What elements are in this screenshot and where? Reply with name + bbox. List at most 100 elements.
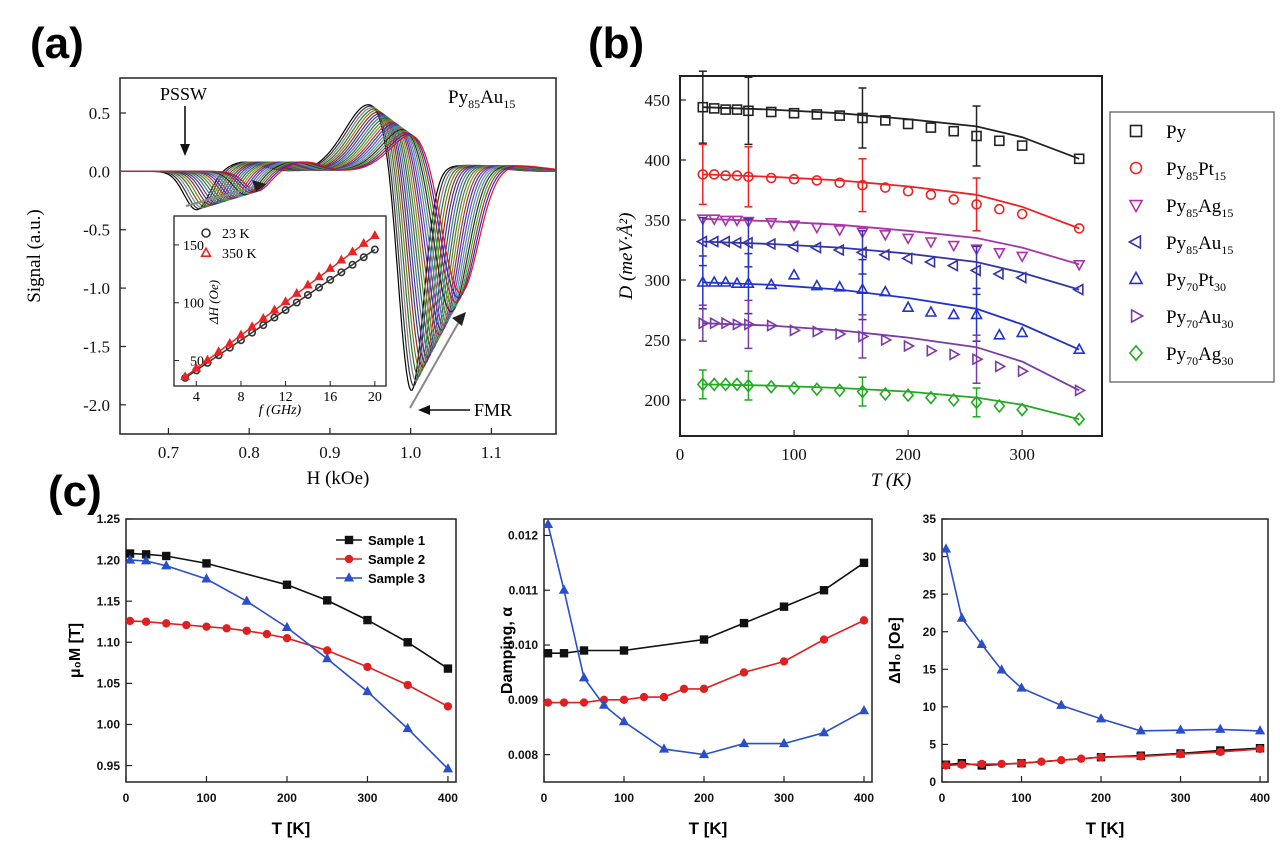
panel-c1-series-line-1: [129, 620, 449, 708]
inset-data-point: [369, 230, 380, 240]
panel-c3-ytick-label: 20: [923, 625, 937, 639]
data-point: [972, 352, 984, 366]
data-point: [811, 175, 823, 186]
panel-c3-data-point: [1095, 713, 1107, 723]
panel-c2-data-point: [699, 684, 709, 694]
panel-c3-data-point: [1176, 749, 1185, 759]
sample-label-a: Py85Au15: [448, 87, 515, 111]
data-point: [949, 348, 961, 361]
sample-label-part: 85: [468, 97, 480, 111]
legend-b-label: Py85Au15: [1166, 233, 1233, 257]
panel-c1-data-point: [402, 722, 413, 733]
pssw-shift-arrowhead: [252, 180, 266, 192]
panel-c1-xtick-label: 300: [357, 791, 377, 805]
legend-b-label: Py70Au30: [1166, 307, 1233, 331]
chart-panel-b: 0 100 200 300 200 250 300 350 400 450 T (K) D (meV·…: [616, 70, 1275, 491]
data-point: [902, 185, 914, 197]
panel-c3-x-axis-label: T [K]: [1086, 819, 1125, 838]
inset-data-point: [370, 245, 379, 254]
inset-data-point: [180, 371, 191, 381]
data-point: [879, 182, 891, 193]
panel-c2-xtick-label: 0: [541, 791, 548, 805]
panel-c3-data-point: [997, 759, 1006, 769]
fit-line-5: [702, 322, 1080, 392]
data-point: [857, 179, 868, 191]
legend-b-label-part: 70: [1186, 317, 1198, 331]
b-xtick-label: 100: [781, 445, 807, 464]
data-point: [970, 307, 983, 320]
legend-b-label-part: 85: [1186, 206, 1198, 220]
inset-data-point: [270, 313, 279, 322]
a-ytick-label: -0.5: [83, 221, 110, 240]
panel-c1-data-point: [202, 559, 211, 568]
chart-panel-c3: 0 100 200 300 400 35 30 25 20 15 10 5 0 T [K] ΔH₀ [Oe]: [887, 512, 1270, 838]
data-point: [924, 305, 938, 317]
data-point: [879, 115, 891, 126]
data-point: [788, 173, 800, 185]
inset-data-point: [291, 287, 302, 297]
panel-c2-data-point: [819, 586, 829, 595]
panel-c1-data-point: [161, 560, 172, 570]
a-ytick-label: -1.0: [83, 279, 110, 298]
legend-c-marker: [344, 554, 354, 564]
data-point: [901, 252, 913, 265]
data-point: [969, 264, 981, 277]
legend-b-label: Py85Pt15: [1166, 159, 1226, 183]
legend-b-label-part: 15: [1221, 206, 1233, 220]
data-point: [970, 395, 983, 410]
panel-c2-data-point: [598, 699, 610, 709]
panel-c2-data-point: [859, 558, 869, 568]
panel-c3-data-point: [1175, 724, 1186, 734]
a-xtick-label: 1.0: [400, 443, 421, 462]
data-point: [732, 318, 745, 331]
legend-b-label: Py: [1166, 122, 1187, 143]
data-point: [947, 307, 961, 320]
inset-data-point: [326, 275, 335, 284]
data-point: [731, 377, 744, 392]
panel-c3-data-point: [1135, 725, 1146, 735]
data-point: [902, 118, 914, 130]
panel-c2-ytick-label: 0.008: [508, 748, 538, 762]
pssw-shift-arrow: [185, 185, 259, 207]
legend-c-label: Sample 3: [368, 571, 425, 586]
panel-c1-ytick-label: 1.20: [97, 553, 121, 567]
panel-c3-data-point: [940, 543, 952, 553]
panel-c3-data-point: [1216, 747, 1225, 757]
panel-c1-xtick-label: 0: [123, 791, 130, 805]
data-point: [720, 104, 731, 115]
data-point: [709, 316, 722, 330]
panel-c2-data-point: [639, 692, 649, 702]
panel-c1-data-point: [282, 633, 292, 643]
y-axis-label-b: D (meV·Å²): [616, 213, 637, 301]
a-ytick-label: -1.5: [83, 337, 110, 356]
panel-c3-data-point: [1136, 752, 1145, 761]
legend-b-label-part: 15: [1214, 169, 1226, 183]
legend-b-marker: [1128, 199, 1144, 214]
panel-c3-data-point: [1254, 725, 1266, 735]
data-point: [832, 243, 845, 257]
panel-c2-data-point: [559, 698, 569, 707]
panel-c1-data-point: [241, 595, 252, 605]
panel-c3-data-point: [976, 638, 987, 649]
data-point: [1072, 283, 1084, 296]
data-point: [696, 214, 710, 226]
inset-data-point: [202, 354, 213, 364]
panel-c1-xtick-label: 100: [196, 791, 216, 805]
panel-c1-ytick-label: 1.15: [97, 594, 121, 608]
panel-c2-data-point: [578, 672, 590, 682]
panel-c3-ytick-label: 0: [929, 775, 936, 789]
panel-c1-ytick-label: 0.95: [97, 759, 121, 773]
data-point: [1015, 251, 1029, 264]
data-point: [1016, 140, 1028, 151]
panel-c1-xtick-label: 200: [277, 791, 297, 805]
inset-data-point: [280, 296, 291, 306]
legend-b-label-part: 30: [1221, 317, 1233, 331]
panel-c2-xtick-label: 400: [854, 791, 874, 805]
data-point: [947, 392, 960, 408]
panel-c3-ytick-label: 5: [929, 738, 936, 752]
panel-c3-data-point: [957, 760, 967, 769]
data-point: [789, 324, 802, 337]
data-point: [948, 194, 960, 205]
panel-label-a: (a): [30, 19, 84, 68]
data-point: [1015, 271, 1027, 284]
